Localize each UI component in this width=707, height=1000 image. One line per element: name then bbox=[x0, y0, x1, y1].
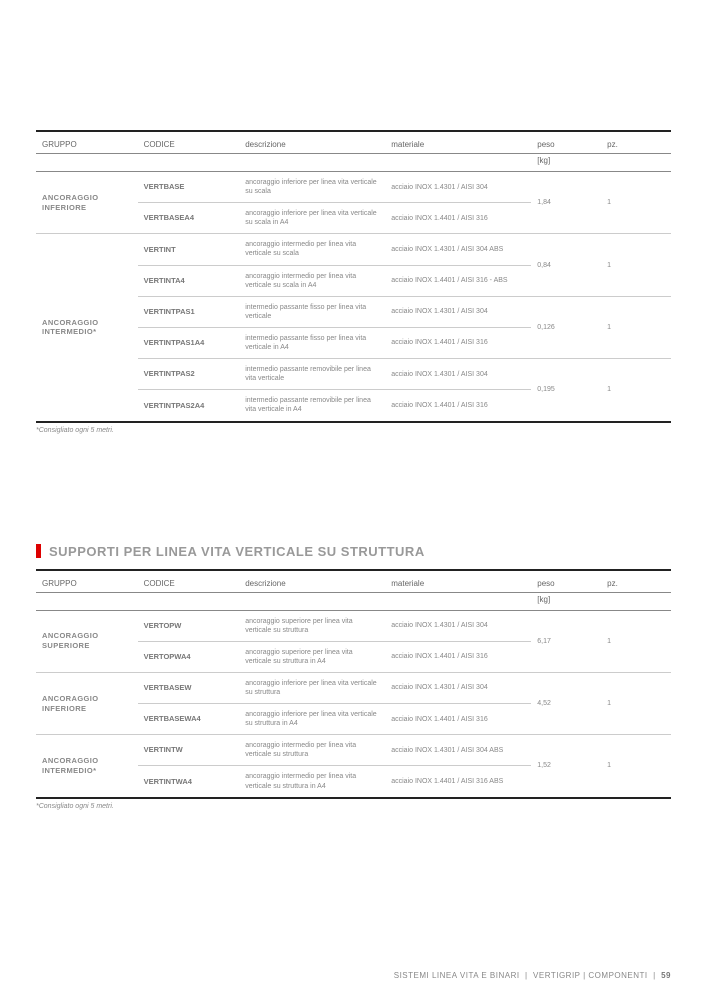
accent-bar bbox=[36, 544, 41, 558]
table-row: ANCORAGGIO INTERMEDIO*VERTINTWancoraggio… bbox=[36, 735, 671, 766]
material-cell: acciaio INOX 1.4301 / AISI 304 bbox=[385, 172, 531, 203]
col-peso: peso bbox=[531, 570, 601, 593]
section-title: SUPPORTI PER LINEA VITA VERTICALE SU STR… bbox=[36, 544, 671, 559]
code-cell: VERTBASEWA4 bbox=[138, 704, 240, 735]
peso-cell: 0,126 bbox=[531, 296, 601, 358]
table-row: ANCORAGGIO INFERIOREVERTBASEancoraggio i… bbox=[36, 172, 671, 203]
code-cell: VERTINT bbox=[138, 234, 240, 265]
footer-mid: VERTIGRIP | COMPONENTI bbox=[533, 971, 648, 980]
code-cell: VERTINTPAS1A4 bbox=[138, 327, 240, 358]
components-table-2: GRUPPO CODICE descrizione materiale peso… bbox=[36, 569, 671, 799]
description-cell: ancoraggio intermedio per linea vita ver… bbox=[239, 735, 385, 766]
material-cell: acciaio INOX 1.4301 / AISI 304 bbox=[385, 359, 531, 390]
description-cell: ancoraggio intermedio per linea vita ver… bbox=[239, 234, 385, 265]
material-cell: acciaio INOX 1.4401 / AISI 316 bbox=[385, 390, 531, 422]
col-peso-unit: [kg] bbox=[531, 592, 601, 610]
description-cell: intermedio passante removibile per linea… bbox=[239, 390, 385, 422]
code-cell: VERTINTWA4 bbox=[138, 766, 240, 798]
col-peso: peso bbox=[531, 131, 601, 154]
col-descrizione: descrizione bbox=[239, 570, 385, 593]
section-title-text: SUPPORTI PER LINEA VITA VERTICALE SU STR… bbox=[49, 544, 425, 559]
col-gruppo: GRUPPO bbox=[36, 131, 138, 154]
pz-cell: 1 bbox=[601, 610, 671, 672]
peso-cell: 6,17 bbox=[531, 610, 601, 672]
group-cell: ANCORAGGIO INFERIORE bbox=[36, 672, 138, 734]
group-cell: ANCORAGGIO INTERMEDIO* bbox=[36, 735, 138, 798]
description-cell: ancoraggio superiore per linea vita vert… bbox=[239, 610, 385, 641]
col-codice: CODICE bbox=[138, 570, 240, 593]
description-cell: ancoraggio inferiore per linea vita vert… bbox=[239, 203, 385, 234]
material-cell: acciaio INOX 1.4401 / AISI 316 ABS bbox=[385, 766, 531, 798]
pz-cell: 1 bbox=[601, 359, 671, 422]
col-peso-unit: [kg] bbox=[531, 154, 601, 172]
code-cell: VERTOPW bbox=[138, 610, 240, 641]
material-cell: acciaio INOX 1.4301 / AISI 304 bbox=[385, 672, 531, 703]
code-cell: VERTINTPAS1 bbox=[138, 296, 240, 327]
pz-cell: 1 bbox=[601, 672, 671, 734]
col-pz: pz. bbox=[601, 570, 671, 593]
material-cell: acciaio INOX 1.4301 / AISI 304 ABS bbox=[385, 735, 531, 766]
page-number: 59 bbox=[661, 971, 671, 980]
description-cell: ancoraggio intermedio per linea vita ver… bbox=[239, 766, 385, 798]
description-cell: ancoraggio inferiore per linea vita vert… bbox=[239, 704, 385, 735]
group-cell: ANCORAGGIO INTERMEDIO* bbox=[36, 234, 138, 422]
table-row: ANCORAGGIO SUPERIOREVERTOPWancoraggio su… bbox=[36, 610, 671, 641]
table2-footnote: *Consigliato ogni 5 metri. bbox=[36, 803, 671, 810]
material-cell: acciaio INOX 1.4401 / AISI 316 - ABS bbox=[385, 265, 531, 296]
material-cell: acciaio INOX 1.4401 / AISI 316 bbox=[385, 704, 531, 735]
code-cell: VERTBASEA4 bbox=[138, 203, 240, 234]
code-cell: VERTOPWA4 bbox=[138, 641, 240, 672]
pz-cell: 1 bbox=[601, 172, 671, 234]
pz-cell: 1 bbox=[601, 234, 671, 296]
table1-footnote: *Consigliato ogni 5 metri. bbox=[36, 427, 671, 434]
page-footer: SISTEMI LINEA VITA E BINARI | VERTIGRIP … bbox=[394, 971, 671, 980]
col-materiale: materiale bbox=[385, 131, 531, 154]
table-row: ANCORAGGIO INFERIOREVERTBASEWancoraggio … bbox=[36, 672, 671, 703]
components-table-1: GRUPPO CODICE descrizione materiale peso… bbox=[36, 130, 671, 423]
peso-cell: 4,52 bbox=[531, 672, 601, 734]
peso-cell: 0,195 bbox=[531, 359, 601, 422]
material-cell: acciaio INOX 1.4401 / AISI 316 bbox=[385, 641, 531, 672]
code-cell: VERTINTA4 bbox=[138, 265, 240, 296]
description-cell: intermedio passante removibile per linea… bbox=[239, 359, 385, 390]
code-cell: VERTINTW bbox=[138, 735, 240, 766]
description-cell: ancoraggio intermedio per linea vita ver… bbox=[239, 265, 385, 296]
description-cell: intermedio passante fisso per linea vita… bbox=[239, 327, 385, 358]
footer-left: SISTEMI LINEA VITA E BINARI bbox=[394, 971, 520, 980]
description-cell: ancoraggio inferiore per linea vita vert… bbox=[239, 672, 385, 703]
material-cell: acciaio INOX 1.4301 / AISI 304 bbox=[385, 610, 531, 641]
pz-cell: 1 bbox=[601, 296, 671, 358]
col-descrizione: descrizione bbox=[239, 131, 385, 154]
code-cell: VERTBASEW bbox=[138, 672, 240, 703]
peso-cell: 1,84 bbox=[531, 172, 601, 234]
peso-cell: 0,84 bbox=[531, 234, 601, 296]
material-cell: acciaio INOX 1.4401 / AISI 316 bbox=[385, 203, 531, 234]
code-cell: VERTINTPAS2A4 bbox=[138, 390, 240, 422]
material-cell: acciaio INOX 1.4301 / AISI 304 ABS bbox=[385, 234, 531, 265]
pz-cell: 1 bbox=[601, 735, 671, 798]
col-pz: pz. bbox=[601, 131, 671, 154]
group-cell: ANCORAGGIO INFERIORE bbox=[36, 172, 138, 234]
material-cell: acciaio INOX 1.4401 / AISI 316 bbox=[385, 327, 531, 358]
material-cell: acciaio INOX 1.4301 / AISI 304 bbox=[385, 296, 531, 327]
col-codice: CODICE bbox=[138, 131, 240, 154]
description-cell: ancoraggio inferiore per linea vita vert… bbox=[239, 172, 385, 203]
peso-cell: 1,52 bbox=[531, 735, 601, 798]
code-cell: VERTBASE bbox=[138, 172, 240, 203]
col-materiale: materiale bbox=[385, 570, 531, 593]
table-row: ANCORAGGIO INTERMEDIO*VERTINTancoraggio … bbox=[36, 234, 671, 265]
group-cell: ANCORAGGIO SUPERIORE bbox=[36, 610, 138, 672]
description-cell: ancoraggio superiore per linea vita vert… bbox=[239, 641, 385, 672]
description-cell: intermedio passante fisso per linea vita… bbox=[239, 296, 385, 327]
col-gruppo: GRUPPO bbox=[36, 570, 138, 593]
code-cell: VERTINTPAS2 bbox=[138, 359, 240, 390]
